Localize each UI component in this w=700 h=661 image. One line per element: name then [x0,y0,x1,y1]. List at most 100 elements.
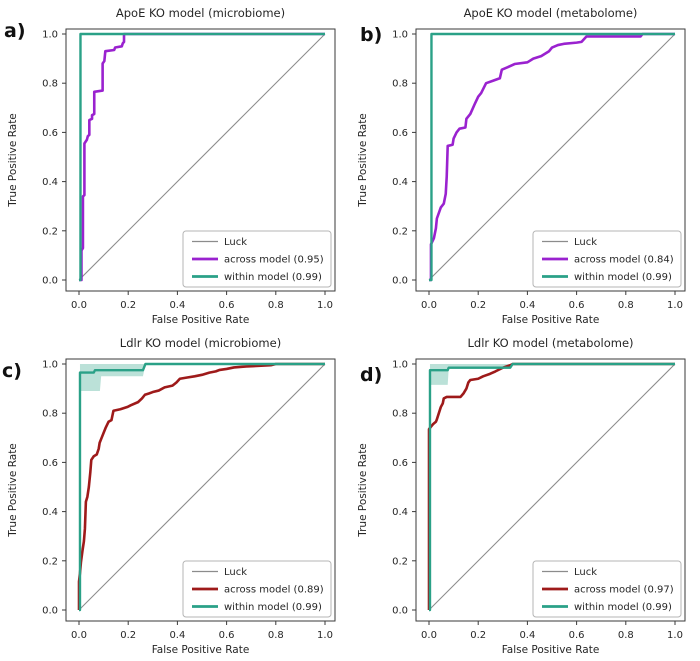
legend-label: Luck [574,567,597,578]
legend-label: Luck [224,237,247,248]
x-tick-label: 0.2 [120,300,136,311]
roc-curve-within-model [78,362,325,612]
y-tick-label: 1.0 [42,360,58,371]
panel-d: d) 0.0 0.2 0.4 0.6 0.8 1.0 0.0 0.2 0.4 0.6 0.8 1.0 L… [350,330,700,661]
y-tick-label: 0.0 [392,276,408,287]
y-tick-label: 0.0 [392,606,408,617]
x-tick-label: 0.4 [169,630,185,641]
legend-box [532,560,682,618]
roc-curve-within-model [429,32,675,282]
plot-title: ApoE KO model (microbiome) [116,6,285,20]
y-tick-label: 0.2 [42,556,58,567]
y-tick-label: 0.6 [42,128,58,139]
x-tick-label: 0.0 [421,630,437,641]
legend-box [182,230,332,288]
y-tick-label: 0.4 [392,507,408,518]
roc-curve-within-model [79,32,325,282]
y-tick-label: 0.8 [42,79,58,90]
plot-title: Ldlr KO model (microbiome) [120,336,281,350]
legend-label: within model (0.99) [224,272,322,283]
legend-label: Luck [224,567,247,578]
x-axis-label: False Positive Rate [152,644,250,656]
roc-curve-across-model [427,362,675,610]
plot-title: Ldlr KO model (metabolome) [467,336,633,350]
panel-letter-a: a) [4,20,26,42]
y-tick-label: 0.8 [42,409,58,420]
panel-letter-b: b) [360,24,383,46]
x-tick-label: 0.6 [569,300,585,311]
legend-label: within model (0.99) [224,602,322,613]
x-tick-label: 0.6 [569,630,585,641]
y-tick-label: 1.0 [392,360,408,371]
y-tick-label: 1.0 [392,30,408,41]
axes-box [65,358,336,622]
y-tick-label: 1.0 [42,30,58,41]
x-tick-label: 0.2 [120,630,136,641]
x-tick-label: 0.6 [219,630,235,641]
roc-curve-across-model [429,32,675,282]
y-tick-label: 0.8 [392,79,408,90]
x-tick-label: 0.8 [618,630,634,641]
plot-title: ApoE KO model (metabolome) [464,6,638,20]
roc-plot-a: 0.0 0.2 0.4 0.6 0.8 1.0 0.0 0.2 0.4 0.6 0.8 1.0 ApoE… [7,6,336,326]
x-axis-label: False Positive Rate [502,314,600,326]
legend-label: across model (0.89) [224,585,324,596]
y-tick-label: 0.2 [392,556,408,567]
x-tick-label: 0.0 [71,300,87,311]
roc-curve-within-model [428,362,675,612]
legend-label: Luck [574,237,597,248]
axes-box [415,28,686,292]
y-tick-label: 0.0 [42,606,58,617]
y-tick-label: 0.0 [42,276,58,287]
x-tick-label: 0.4 [169,300,185,311]
x-tick-label: 1.0 [317,630,333,641]
y-tick-label: 0.4 [42,177,58,188]
y-tick-label: 0.6 [42,458,58,469]
x-axis-label: False Positive Rate [152,314,250,326]
legend-label: within model (0.99) [574,272,672,283]
axes-box [65,28,336,292]
roc-curve-luck [78,33,326,281]
legend-box [532,230,682,288]
x-tick-label: 0.8 [618,300,634,311]
y-tick-label: 0.2 [392,226,408,237]
y-tick-label: 0.4 [392,177,408,188]
panel-a: a) 0.0 0.2 0.4 0.6 0.8 1.0 0.0 0.2 0.4 0.6 0.8 1.0 A… [0,0,350,330]
roc-plot-d: 0.0 0.2 0.4 0.6 0.8 1.0 0.0 0.2 0.4 0.6 0.8 1.0 Ldlr… [357,336,686,656]
y-axis-label: True Positive Rate [357,113,369,208]
y-tick-label: 0.6 [392,458,408,469]
roc-curve-luck [428,363,676,611]
roc-curve-luck [428,33,676,281]
panel-letter-d: d) [360,364,383,386]
roc-curve-across-model [79,32,325,282]
legend-label: across model (0.84) [574,255,674,266]
legend-label: within model (0.99) [574,602,672,613]
y-tick-label: 0.2 [42,226,58,237]
x-tick-label: 0.0 [71,630,87,641]
legend-label: across model (0.97) [574,585,674,596]
y-tick-label: 0.4 [42,507,58,518]
roc-curve-across-model [77,362,325,610]
y-tick-label: 0.6 [392,128,408,139]
y-tick-label: 0.8 [392,409,408,420]
axes-box [415,358,686,622]
y-axis-label: True Positive Rate [357,443,369,538]
roc-curve-luck [78,363,326,611]
legend-box [182,560,332,618]
panel-c: c) 0.0 0.2 0.4 0.6 0.8 1.0 0.0 0.2 0.4 0.6 0.8 1.0 L… [0,330,350,661]
x-tick-label: 1.0 [317,300,333,311]
y-axis-label: True Positive Rate [7,113,19,208]
x-tick-label: 0.4 [519,300,535,311]
panel-letter-c: c) [2,360,22,382]
roc-plot-b: 0.0 0.2 0.4 0.6 0.8 1.0 0.0 0.2 0.4 0.6 0.8 1.0 ApoE… [357,6,686,326]
confidence-band [79,364,146,392]
x-axis-label: False Positive Rate [502,644,600,656]
x-tick-label: 0.2 [470,630,486,641]
x-tick-label: 0.8 [268,630,284,641]
legend-label: across model (0.95) [224,255,324,266]
x-tick-label: 0.2 [470,300,486,311]
roc-plot-c: 0.0 0.2 0.4 0.6 0.8 1.0 0.0 0.2 0.4 0.6 0.8 1.0 Ldlr… [7,336,336,656]
panel-b: b) 0.0 0.2 0.4 0.6 0.8 1.0 0.0 0.2 0.4 0.6 0.8 1.0 A… [350,0,700,330]
x-tick-label: 0.6 [219,300,235,311]
